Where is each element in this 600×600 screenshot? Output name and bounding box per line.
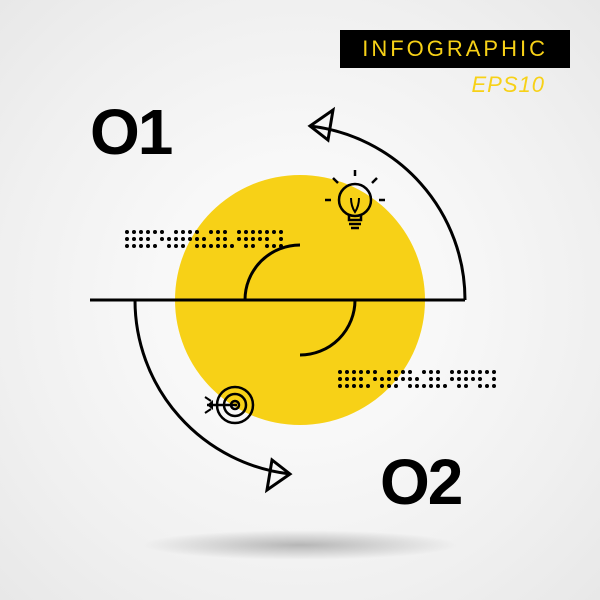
title-text: INFOGRAPHIC [362, 36, 548, 61]
placeholder-text-1 [125, 230, 283, 251]
target-icon [205, 387, 253, 423]
number-two: O2 [380, 445, 461, 519]
subtitle-text: EPS10 [472, 72, 546, 98]
number-one: O1 [90, 95, 171, 169]
lightbulb-icon [325, 170, 385, 228]
title-bar: INFOGRAPHIC [340, 30, 570, 68]
placeholder-text-2 [338, 370, 496, 391]
